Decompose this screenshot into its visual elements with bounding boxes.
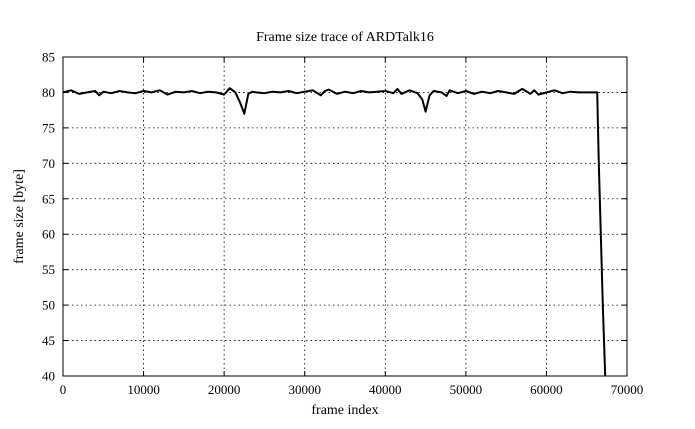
y-tick-label: 45 [42, 333, 55, 348]
series-line-group [62, 87, 607, 377]
y-tick-label: 80 [42, 85, 55, 100]
y-tick-label: 65 [42, 191, 55, 206]
x-tick-label: 20000 [208, 382, 241, 397]
tick-marks [62, 56, 628, 377]
x-tick-label: 0 [60, 382, 67, 397]
chart-title: Frame size trace of ARDTalk16 [256, 30, 434, 45]
x-tick-label: 40000 [369, 382, 402, 397]
y-axis-label: frame size [byte] [12, 169, 27, 264]
x-tick-label: 30000 [288, 382, 321, 397]
y-tick-label: 50 [42, 298, 55, 313]
y-tick-label: 70 [42, 156, 55, 171]
tick-labels: 0 10000 20000 30000 40000 50000 60000 70000 40 45… [42, 50, 643, 398]
plot-frame [62, 56, 628, 377]
x-tick-label: 10000 [127, 382, 160, 397]
y-tick-label: 75 [42, 120, 55, 135]
x-tick-label: 50000 [450, 382, 483, 397]
y-tick-label: 55 [42, 262, 55, 277]
y-tick-label: 40 [42, 369, 55, 384]
x-tick-label: 60000 [530, 382, 563, 397]
series-line [62, 87, 607, 377]
x-axis-label: frame index [311, 403, 378, 418]
y-tick-label: 85 [42, 50, 55, 65]
x-tick-label: 70000 [611, 382, 644, 397]
grid [63, 57, 627, 376]
y-tick-label: 60 [42, 227, 55, 242]
